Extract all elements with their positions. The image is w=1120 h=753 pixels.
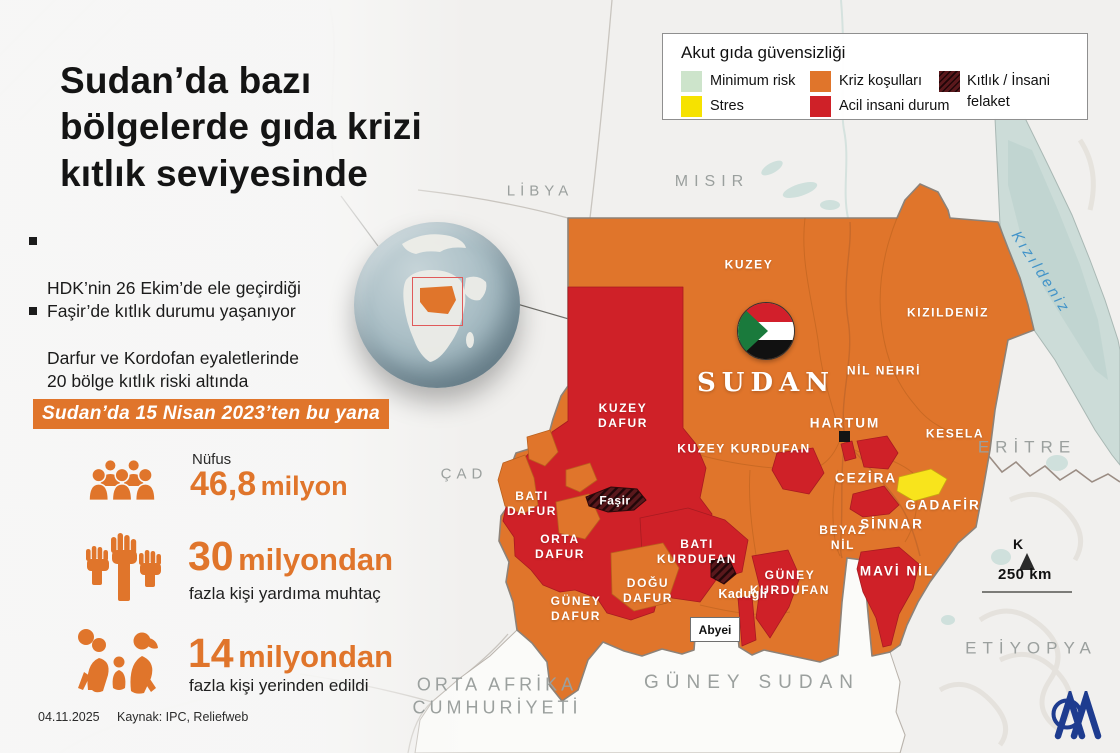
bullet-text: HDK’nin 26 Ekim’de ele geçirdiği Faşir’d… bbox=[47, 277, 301, 321]
bullet-item: Darfur ve Kordofan eyaletlerinde 20 bölg… bbox=[29, 300, 387, 393]
globe-inset bbox=[354, 222, 520, 388]
legend-label: Minimum risk bbox=[710, 73, 796, 89]
region-label-bati-dafur: BATI DAFUR bbox=[507, 489, 557, 518]
region-label-guney-kurdufan: GÜNEY KURDUFAN bbox=[749, 568, 831, 597]
stat-value: 30 milyondan bbox=[188, 533, 393, 580]
legend-label: Acil insani durum bbox=[839, 98, 950, 114]
legend-swatch-crisis bbox=[810, 71, 831, 92]
region-label-kuzey-dafur: KUZEY DAFUR bbox=[598, 401, 648, 430]
country-label-eritrea: ERİTRE bbox=[977, 437, 1077, 457]
sudan-flag bbox=[737, 302, 795, 360]
bullet-square-icon bbox=[29, 307, 37, 315]
region-label-dogu-dafur: DOĞU DAFUR bbox=[623, 576, 673, 605]
globe-focus-square bbox=[412, 277, 463, 326]
page-title: Sudan’da bazı bölgelerde gıda krizi kıtl… bbox=[60, 60, 422, 194]
bullet-text: Darfur ve Kordofan eyaletlerinde 20 bölg… bbox=[47, 347, 299, 391]
region-label-guney-dafur: GÜNEY DAFUR bbox=[550, 594, 602, 623]
stat-subtext: fazla kişi yardıma muhtaç bbox=[189, 584, 381, 603]
stat-number: 14 bbox=[188, 630, 234, 676]
bullet-item: HDK’nin 26 Ekim’de ele geçirdiği Faşir’d… bbox=[29, 230, 387, 323]
country-label-central-african-republic: ORTA AFRİKA CUMHURİYETİ bbox=[412, 674, 582, 718]
stat-number: 46,8 bbox=[190, 465, 257, 503]
banner: Sudan’da 15 Nisan 2023’ten bu yana bbox=[33, 399, 389, 429]
legend-title: Akut gıda güvensizliği bbox=[681, 43, 846, 62]
scale-bar bbox=[982, 591, 1072, 593]
raised-hands-icon bbox=[80, 533, 162, 606]
region-label-sinnar: SİNNAR bbox=[860, 516, 924, 532]
population-icon bbox=[88, 456, 156, 507]
region-label-kesela: KESELA bbox=[925, 426, 985, 441]
red-sea-deep bbox=[1008, 140, 1108, 380]
famine-zones bbox=[585, 486, 737, 585]
stress-zone bbox=[896, 468, 948, 502]
stat-value: 46,8 milyon bbox=[190, 465, 348, 504]
region-label-hartum: HARTUM bbox=[809, 415, 881, 431]
region-label-kuzey-kurdufan: KUZEY KURDUFAN bbox=[677, 441, 811, 456]
eritrea-ethiopia-border bbox=[987, 454, 1120, 483]
legend-swatch-stress bbox=[681, 96, 702, 117]
region-label-bati-kurdufan: BATI KURDUFAN bbox=[656, 537, 738, 566]
globe-sudan-highlight bbox=[420, 286, 456, 314]
region-label-beyaz-nil: BEYAZ NİL bbox=[819, 523, 867, 552]
city-label-abyei: Abyei bbox=[698, 622, 732, 637]
legend-label: Stres bbox=[710, 98, 744, 114]
publish-date: 04.11.2025 bbox=[38, 710, 100, 724]
legend-swatch-famine bbox=[939, 71, 960, 92]
abyei-label-box: Abyei bbox=[690, 617, 740, 642]
displaced-family-icon bbox=[74, 628, 162, 699]
globe-continents bbox=[402, 234, 487, 362]
region-label-orta-dafur: ORTA DAFUR bbox=[535, 532, 585, 561]
bullet-square-icon bbox=[29, 237, 37, 245]
nile-rivers bbox=[839, 221, 921, 559]
stat-subtext: fazla kişi yerinden edildi bbox=[189, 676, 369, 695]
city-label-kadugli: Kadugli bbox=[718, 587, 768, 602]
city-label-fasir: Faşir bbox=[599, 493, 631, 508]
stat-unit: milyon bbox=[260, 471, 348, 501]
north-label: K bbox=[1013, 536, 1024, 552]
legend-swatch-minimum-risk bbox=[681, 71, 702, 92]
aa-agency-logo bbox=[1051, 687, 1103, 746]
legend-swatch-emergency bbox=[810, 96, 831, 117]
country-label-south-sudan: GÜNEY SUDAN bbox=[643, 672, 861, 694]
stat-unit: milyondan bbox=[238, 542, 394, 577]
stat-label: Nüfus bbox=[192, 451, 232, 468]
region-label-kizildeniz: KIZILDENİZ bbox=[907, 305, 989, 320]
region-label-gadafir: GADAFİR bbox=[905, 497, 981, 513]
legend-box: Akut gıda güvensizliği Minimum risk Stre… bbox=[662, 33, 1088, 120]
stat-unit: milyondan bbox=[238, 639, 394, 674]
country-label-chad: ÇAD bbox=[440, 465, 488, 483]
region-label-nil-nehri: NİL NEHRİ bbox=[846, 363, 922, 378]
country-label-egypt: MISIR bbox=[674, 173, 750, 190]
region-label-mavi-nil: MAVİ NİL bbox=[859, 563, 935, 579]
north-arrow-icon bbox=[1019, 553, 1035, 570]
region-label-cezira: CEZİRA bbox=[834, 470, 898, 486]
source-text: Kaynak: IPC, Reliefweb bbox=[117, 710, 249, 724]
lakes bbox=[761, 160, 1068, 625]
map-country-name: SUDAN bbox=[697, 368, 835, 398]
country-label-ethiopia: ETİYOPYA bbox=[965, 638, 1097, 658]
legend-label: Kriz koşulları bbox=[839, 73, 922, 89]
legend-label: Kıtlık / İnsani felaket bbox=[967, 73, 1051, 110]
stat-value: 14 milyondan bbox=[188, 630, 393, 677]
relief-contours bbox=[938, 138, 1096, 747]
country-label-libya: LİBYA bbox=[506, 182, 574, 200]
stat-number: 30 bbox=[188, 533, 234, 579]
scale-distance: 250 km bbox=[998, 566, 1052, 583]
region-label-kuzey: KUZEY bbox=[724, 257, 774, 272]
capital-marker-hartum bbox=[839, 431, 850, 442]
